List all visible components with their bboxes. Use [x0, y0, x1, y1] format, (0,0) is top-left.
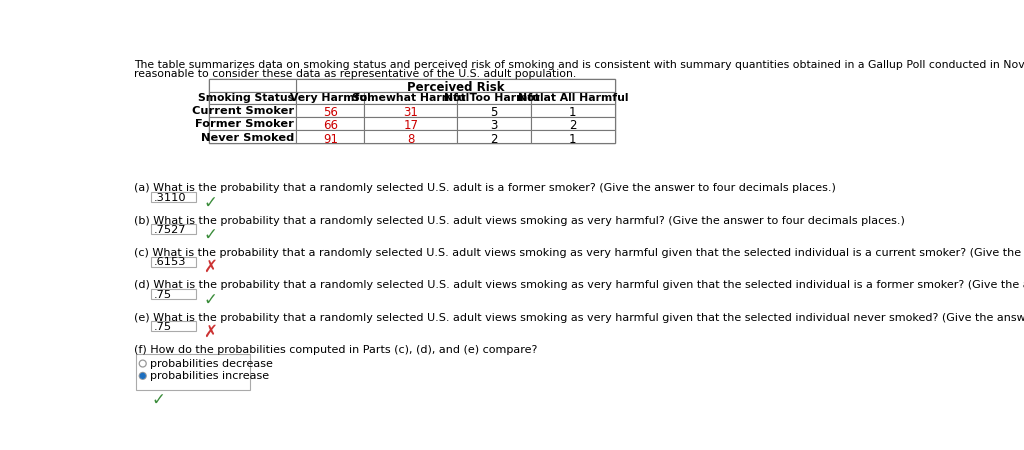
- Text: ✗: ✗: [203, 323, 217, 341]
- Bar: [365, 92, 458, 104]
- Text: ✗: ✗: [203, 258, 217, 276]
- Bar: [296, 92, 365, 104]
- Text: .6153: .6153: [154, 257, 186, 267]
- Text: Perceived Risk: Perceived Risk: [407, 81, 504, 94]
- Text: .75: .75: [154, 322, 172, 332]
- Text: (b) What is the probability that a randomly selected U.S. adult views smoking as: (b) What is the probability that a rando…: [134, 216, 905, 226]
- Bar: [531, 117, 614, 130]
- Text: ✓: ✓: [203, 226, 217, 244]
- Text: 66: 66: [323, 119, 338, 132]
- Bar: [296, 130, 365, 143]
- Circle shape: [139, 373, 146, 379]
- Bar: [458, 117, 531, 130]
- Text: Smoking Status: Smoking Status: [198, 93, 294, 103]
- Text: (e) What is the probability that a randomly selected U.S. adult views smoking as: (e) What is the probability that a rando…: [134, 313, 1024, 323]
- Text: (d) What is the probability that a randomly selected U.S. adult views smoking as: (d) What is the probability that a rando…: [134, 280, 1024, 290]
- Text: 56: 56: [323, 106, 338, 119]
- Bar: [531, 104, 614, 117]
- Bar: [365, 117, 458, 130]
- Text: (a) What is the probability that a randomly selected U.S. adult is a former smok: (a) What is the probability that a rando…: [134, 183, 836, 194]
- Bar: [209, 104, 296, 117]
- Text: (c) What is the probability that a randomly selected U.S. adult views smoking as: (c) What is the probability that a rando…: [134, 248, 1024, 258]
- Text: Current Smoker: Current Smoker: [191, 106, 294, 117]
- Text: Never Smoked: Never Smoked: [201, 133, 294, 143]
- Text: reasonable to consider these data as representative of the U.S. adult population: reasonable to consider these data as rep…: [134, 69, 577, 79]
- Text: Former Smoker: Former Smoker: [195, 119, 294, 130]
- Text: 2: 2: [490, 133, 498, 145]
- Text: 17: 17: [403, 119, 419, 132]
- Bar: [152, 192, 197, 202]
- Bar: [209, 79, 296, 92]
- Bar: [458, 92, 531, 104]
- Text: Somewhat Harmful: Somewhat Harmful: [352, 93, 469, 103]
- Bar: [296, 79, 614, 92]
- Bar: [209, 79, 614, 143]
- Text: probabilities decrease: probabilities decrease: [151, 359, 273, 369]
- Text: probabilities increase: probabilities increase: [151, 371, 269, 381]
- Text: 3: 3: [490, 119, 498, 132]
- Bar: [152, 289, 197, 299]
- Bar: [365, 130, 458, 143]
- Text: 2: 2: [569, 119, 577, 132]
- Text: (f) How do the probabilities computed in Parts (c), (d), and (e) compare?: (f) How do the probabilities computed in…: [134, 345, 538, 355]
- Text: 5: 5: [490, 106, 498, 119]
- Bar: [531, 92, 614, 104]
- Bar: [296, 117, 365, 130]
- Text: Not Too Harmful: Not Too Harmful: [444, 93, 544, 103]
- Text: .75: .75: [154, 290, 172, 300]
- Circle shape: [139, 360, 146, 367]
- Bar: [458, 104, 531, 117]
- Text: .7527: .7527: [154, 225, 186, 235]
- Bar: [365, 104, 458, 117]
- Bar: [209, 130, 296, 143]
- Bar: [136, 354, 251, 390]
- Bar: [531, 130, 614, 143]
- Text: 8: 8: [408, 133, 415, 145]
- Bar: [152, 224, 197, 234]
- Text: ✓: ✓: [152, 391, 165, 409]
- Text: .3110: .3110: [154, 193, 186, 202]
- Text: 1: 1: [569, 133, 577, 145]
- Text: 91: 91: [323, 133, 338, 145]
- Bar: [296, 104, 365, 117]
- Circle shape: [140, 374, 145, 378]
- Bar: [152, 321, 197, 331]
- Bar: [458, 130, 531, 143]
- Text: 31: 31: [403, 106, 419, 119]
- Text: 1: 1: [569, 106, 577, 119]
- Text: ✓: ✓: [203, 194, 217, 212]
- Text: The table summarizes data on smoking status and perceived risk of smoking and is: The table summarizes data on smoking sta…: [134, 60, 1024, 70]
- Text: Very Harmful: Very Harmful: [290, 93, 371, 103]
- Bar: [209, 117, 296, 130]
- Text: ✓: ✓: [203, 290, 217, 308]
- Text: Not at All Harmful: Not at All Harmful: [517, 93, 628, 103]
- Bar: [152, 256, 197, 266]
- Bar: [209, 92, 296, 104]
